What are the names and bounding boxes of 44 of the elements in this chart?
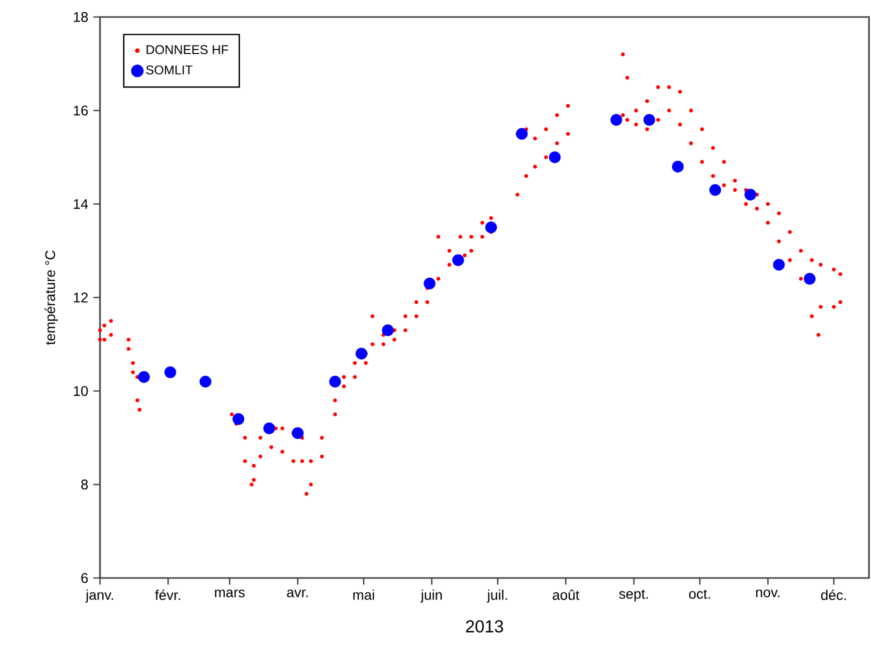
y-tick-label: 6 [81,573,88,583]
x-tick-label: févr. [155,590,180,600]
x-tick-label: oct. [689,590,710,599]
y-axis-title: température °C [44,250,58,345]
point [329,376,341,388]
y-tick-label: 12 [74,292,88,302]
x-tick-label: avr. [287,590,308,598]
point [382,324,394,336]
point [485,222,497,234]
point [452,254,464,266]
point [643,114,656,126]
point [232,413,244,425]
x-tick-label: août [552,590,580,600]
y-tick-label: 8 [81,480,88,490]
point [804,272,816,285]
x-tick-label: sept. [619,590,648,602]
y-tick-label: 16 [74,106,88,116]
point [672,160,684,172]
point [424,278,436,290]
point [516,128,528,140]
x-tick-label: mars [215,590,245,598]
x-tick-label: juin [420,590,442,603]
point [263,422,276,434]
x-tick-label: juil. [486,590,507,603]
x-tick-label: janv. [85,590,113,603]
point [610,114,622,126]
x-tick-label: déc. [821,590,846,600]
point [709,184,722,196]
y-tick-label: 10 [74,386,88,396]
x-axis-title: 2013 [466,620,504,633]
point [164,366,176,378]
legend-label: SOMLIT [146,65,192,74]
point [773,258,785,271]
point [138,371,150,383]
x-tick-label: mai [353,590,374,600]
x-tick-label: nov. [756,590,780,598]
point [200,376,212,388]
point [744,188,756,201]
y-tick-label: 18 [74,12,88,22]
point [292,427,304,439]
point [548,151,561,164]
legend-label: DONNEES HF [146,45,228,54]
point [356,348,368,360]
y-tick-label: 14 [74,199,88,209]
